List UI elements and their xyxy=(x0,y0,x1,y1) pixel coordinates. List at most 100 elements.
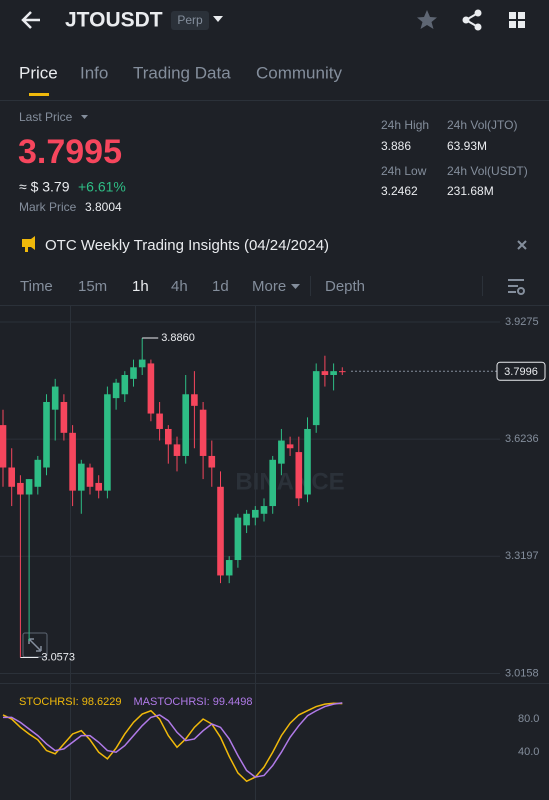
candle-body xyxy=(112,382,120,399)
y-tick-label: 3.6236 xyxy=(505,433,539,445)
candle-body xyxy=(130,367,137,379)
candle-body xyxy=(243,513,250,526)
candle-body xyxy=(165,428,172,445)
y-tick-label: 3.0158 xyxy=(505,667,539,679)
badge-bg xyxy=(171,11,209,30)
stat-value: 231.68M xyxy=(447,184,494,198)
candle-body xyxy=(304,428,311,495)
candle-body xyxy=(217,486,224,576)
candle-body xyxy=(173,444,181,456)
candle-body xyxy=(86,467,94,487)
candle-body xyxy=(269,459,276,507)
chart-settings[interactable] xyxy=(508,279,525,295)
tab[interactable]: Trading Data xyxy=(133,63,231,82)
stat-label: 24h Vol(JTO) xyxy=(447,118,517,132)
candle-body xyxy=(147,363,155,414)
interval[interactable]: 15m xyxy=(78,278,107,295)
v-grid xyxy=(255,306,256,800)
candle-body xyxy=(95,482,102,491)
grid-menu[interactable] xyxy=(509,12,525,28)
low-label: 3.0573 xyxy=(41,651,75,663)
candle-body xyxy=(43,401,50,468)
interval[interactable]: Depth xyxy=(325,278,365,295)
candle-body xyxy=(25,479,33,495)
close-banner[interactable] xyxy=(517,240,527,250)
stat-label: 24h Low xyxy=(381,164,427,178)
divider xyxy=(0,683,549,684)
candle-body xyxy=(234,517,242,561)
banner[interactable]: OTC Weekly Trading Insights (04/24/2024) xyxy=(45,237,329,254)
favorite[interactable] xyxy=(417,10,437,29)
expand-icon xyxy=(28,638,42,652)
mark-price: 3.8004 xyxy=(85,200,122,214)
stat-value: 3.2462 xyxy=(381,184,418,198)
candle-body xyxy=(339,371,346,373)
divider xyxy=(0,305,549,306)
candle-body xyxy=(295,452,303,499)
candle-body xyxy=(60,401,68,433)
legend-entry: STOCHRSI: 98.6229 xyxy=(19,696,122,708)
stat-label: 24h Vol(USDT) xyxy=(447,164,528,178)
candle-body xyxy=(0,425,7,468)
back-button[interactable] xyxy=(21,11,40,29)
y-tick-label: 80.0 xyxy=(518,713,539,725)
candle-body xyxy=(330,371,337,376)
candle-body xyxy=(191,394,198,406)
interval[interactable]: 1h xyxy=(132,278,149,295)
candle-body xyxy=(312,371,320,426)
indicator-line xyxy=(2,702,343,783)
candle-body xyxy=(156,413,163,429)
candle-body xyxy=(17,482,24,495)
candle-body xyxy=(8,467,15,487)
candle-body xyxy=(34,459,42,487)
change: +6.61% xyxy=(78,179,126,195)
stat-label: 24h High xyxy=(381,118,429,132)
y-tick-label: 3.3197 xyxy=(505,550,539,562)
interval[interactable]: Time xyxy=(20,278,53,295)
last-price-label: Last Price xyxy=(19,110,73,124)
symbol-dropdown[interactable] xyxy=(213,16,223,22)
candle-body xyxy=(286,444,294,449)
tab[interactable]: Community xyxy=(256,63,342,82)
tab[interactable]: Price xyxy=(19,63,58,82)
candle-body xyxy=(208,455,216,468)
y-tick-label: 3.9275 xyxy=(505,316,539,328)
share[interactable] xyxy=(462,9,482,31)
candle-body xyxy=(225,560,233,576)
candle-body xyxy=(121,375,129,395)
candle-body xyxy=(69,432,76,491)
v-grid xyxy=(70,306,71,800)
high-label: 3.8860 xyxy=(161,332,195,344)
candle-body xyxy=(252,509,259,518)
banner-icon xyxy=(22,236,35,252)
candle-body xyxy=(199,409,207,456)
tab[interactable]: Info xyxy=(80,63,108,82)
last-price: 3.7995 xyxy=(18,133,122,171)
stat-value: 3.886 xyxy=(381,139,411,153)
candle-body xyxy=(104,394,111,491)
divider xyxy=(0,100,549,101)
y-tick-label: 40.0 xyxy=(518,746,539,758)
mark-price-label: Mark Price xyxy=(19,200,77,214)
candle-body xyxy=(321,371,329,376)
last-price-label: 3.7996 xyxy=(504,366,538,378)
tab-underline xyxy=(29,93,49,96)
dropdown[interactable] xyxy=(291,284,300,289)
interval[interactable]: 1d xyxy=(212,278,229,295)
indicator-line xyxy=(3,702,343,778)
candle-body xyxy=(138,359,146,368)
candle-body xyxy=(51,386,59,410)
candle-body xyxy=(278,440,285,464)
approx-price: ≈ $ 3.79 xyxy=(19,179,70,195)
candle-body xyxy=(182,394,189,456)
watermark: BINANCE xyxy=(235,468,344,495)
interval[interactable]: More xyxy=(252,278,286,295)
dropdown[interactable] xyxy=(81,115,88,119)
symbol: JTOUSDT xyxy=(65,9,163,32)
candle-body xyxy=(78,463,85,491)
interval[interactable]: 4h xyxy=(171,278,188,295)
last-price-box xyxy=(496,361,546,381)
badge: Perp xyxy=(177,13,203,27)
